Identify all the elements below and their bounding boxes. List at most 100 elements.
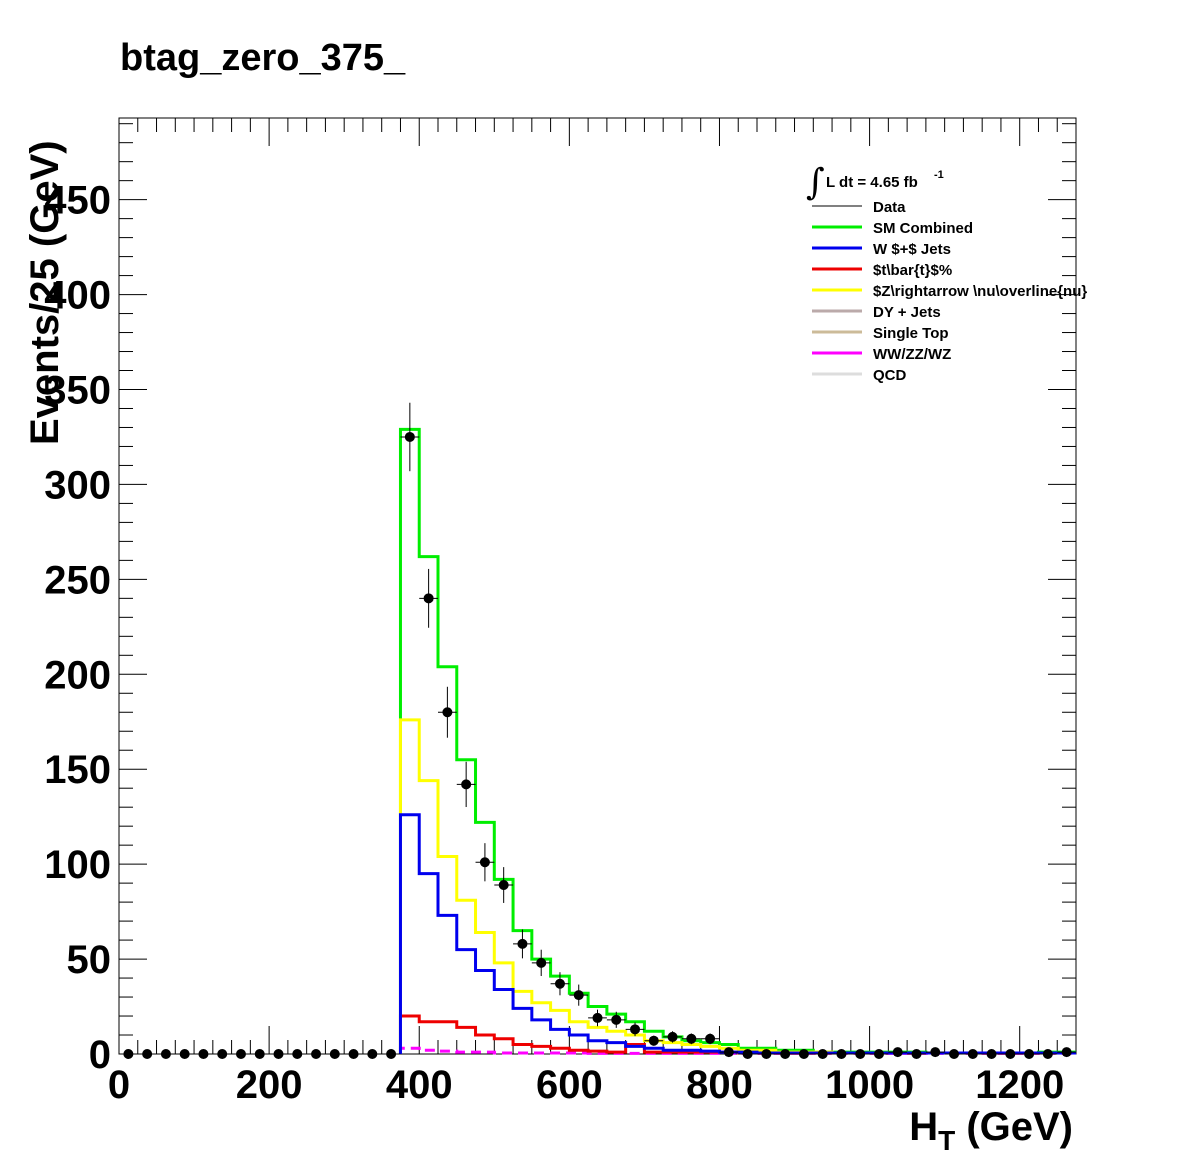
data-marker: [386, 1049, 396, 1059]
data-point: [419, 569, 438, 628]
data-marker: [743, 1049, 753, 1059]
data-marker: [968, 1049, 978, 1059]
data-point: [870, 1049, 889, 1059]
data-marker: [818, 1049, 828, 1059]
data-point: [532, 950, 551, 976]
data-marker: [142, 1049, 152, 1059]
data-marker: [330, 1049, 340, 1059]
series-layer: [400, 429, 1076, 1054]
data-point: [982, 1049, 1001, 1059]
axis-ticks: [119, 118, 1076, 1054]
luminosity-label: L dt = 4.65 fb: [826, 174, 918, 191]
data-marker: [536, 958, 546, 968]
data-point: [851, 1049, 870, 1059]
legend-label: SM Combined: [873, 220, 973, 237]
data-marker: [987, 1049, 997, 1059]
data-marker: [311, 1049, 321, 1059]
legend-label: Single Top: [873, 325, 949, 342]
data-marker: [424, 593, 434, 603]
data-marker: [855, 1049, 865, 1059]
data-marker: [593, 1013, 603, 1023]
x-tick-label: 1000: [825, 1063, 914, 1107]
chart-title: btag_zero_375_: [120, 37, 406, 79]
data-marker: [1024, 1049, 1034, 1059]
data-point: [907, 1049, 926, 1059]
plot-frame: [119, 118, 1076, 1054]
data-marker: [274, 1049, 284, 1059]
data-point: [288, 1049, 307, 1059]
data-marker: [236, 1049, 246, 1059]
data-marker: [1043, 1049, 1053, 1059]
data-point: [945, 1049, 964, 1059]
data-point: [119, 1049, 138, 1059]
data-point: [888, 1047, 907, 1057]
data-point: [963, 1049, 982, 1059]
data-point: [926, 1047, 945, 1057]
legend-label: W $+$ Jets: [873, 241, 951, 258]
data-marker: [780, 1049, 790, 1059]
x-tick-labels: 0 200 400 600 800 1000 1200: [108, 1063, 1064, 1107]
data-point: [138, 1049, 157, 1059]
data-marker: [668, 1032, 678, 1042]
data-marker: [611, 1015, 621, 1025]
data-marker: [1005, 1049, 1015, 1059]
data-marker: [517, 939, 527, 949]
integral-symbol: ∫: [806, 162, 825, 203]
x-tick-label: 400: [386, 1063, 453, 1107]
data-point: [400, 403, 419, 471]
data-point: [307, 1049, 326, 1059]
data-marker: [649, 1036, 659, 1046]
data-marker: [180, 1049, 190, 1059]
data-marker: [480, 857, 490, 867]
legend-label: WW/ZZ/WZ: [873, 346, 951, 363]
series-line: [400, 429, 1076, 1054]
data-point: [269, 1049, 288, 1059]
legend-label: DY + Jets: [873, 304, 941, 321]
y-tick-label: 100: [44, 843, 111, 887]
data-marker: [405, 432, 415, 442]
y-tick-label: 50: [67, 938, 112, 982]
data-marker: [367, 1049, 377, 1059]
data-marker: [893, 1047, 903, 1057]
y-tick-label: 200: [44, 653, 111, 697]
data-point: [438, 687, 457, 738]
x-tick-label: 0: [108, 1063, 130, 1107]
luminosity-exponent: -1: [934, 169, 944, 181]
data-marker: [217, 1049, 227, 1059]
data-point: [1020, 1049, 1039, 1059]
data-point: [250, 1049, 269, 1059]
data-point: [663, 1031, 682, 1042]
data-point: [588, 1010, 607, 1027]
data-point: [494, 867, 513, 903]
data-point: [1001, 1049, 1020, 1059]
data-marker: [686, 1034, 696, 1044]
y-tick-label: 150: [44, 748, 111, 792]
data-point: [513, 929, 532, 958]
legend-label: $Z\rightarrow \nu\overline{nu}: [873, 283, 1087, 300]
data-points-layer: [119, 403, 1076, 1059]
x-tick-label: 600: [536, 1063, 603, 1107]
data-marker: [912, 1049, 922, 1059]
data-marker: [349, 1049, 359, 1059]
data-point: [457, 762, 476, 807]
data-marker: [836, 1049, 846, 1059]
legend-label: Data: [873, 199, 906, 216]
data-marker: [255, 1049, 265, 1059]
data-marker: [761, 1049, 771, 1059]
x-tick-label: 200: [236, 1063, 303, 1107]
data-point: [175, 1049, 194, 1059]
data-marker: [574, 990, 584, 1000]
data-marker: [499, 880, 509, 890]
y-tick-label: 300: [44, 463, 111, 507]
x-tick-label: 1200: [975, 1063, 1064, 1107]
data-marker: [161, 1049, 171, 1059]
data-point: [569, 985, 588, 1006]
data-point: [232, 1049, 251, 1059]
data-marker: [630, 1024, 640, 1034]
data-marker: [705, 1034, 715, 1044]
data-marker: [123, 1049, 133, 1059]
data-marker: [724, 1047, 734, 1057]
data-marker: [198, 1049, 208, 1059]
data-point: [194, 1049, 213, 1059]
